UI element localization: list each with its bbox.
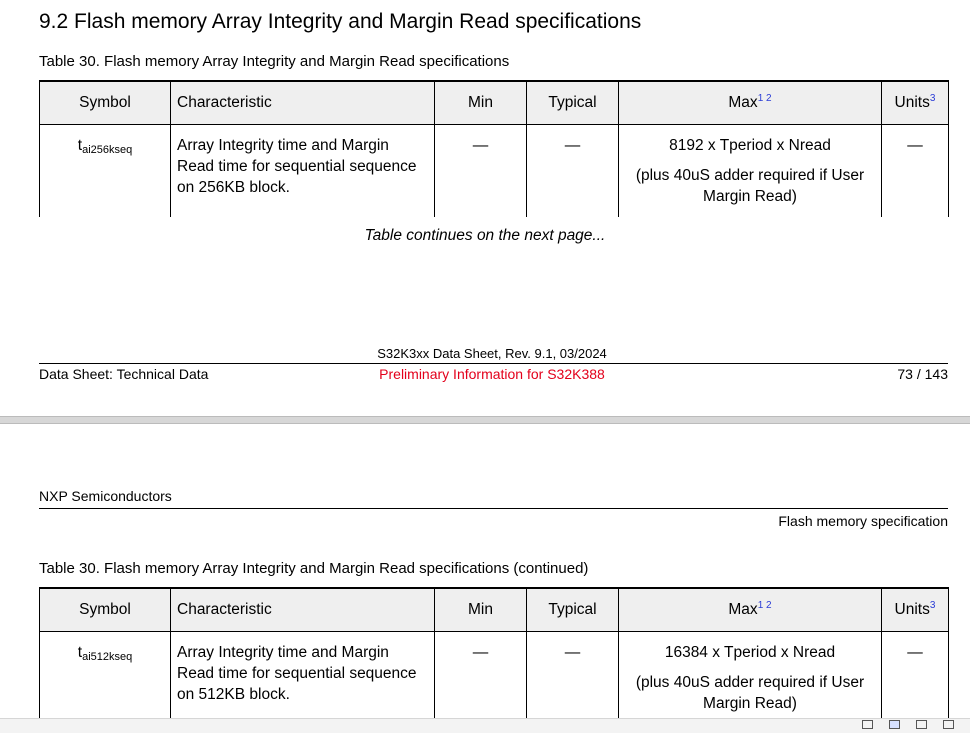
col-header-symbol: Symbol	[39, 80, 171, 125]
col-header-max: Max1 2	[618, 80, 882, 125]
cell-typical: —	[526, 631, 619, 724]
col-header-typical: Typical	[526, 587, 619, 632]
max-note: (plus 40uS adder required if User Margin…	[635, 167, 865, 205]
cell-characteristic: Array Integrity time and Margin Read tim…	[170, 124, 435, 217]
cell-units: —	[881, 631, 949, 724]
viewer-status-bar	[0, 718, 970, 733]
table-caption-continued: Table 30. Flash memory Array Integrity a…	[39, 560, 589, 577]
max-formula: 16384 x Tperiod x Nread	[664, 644, 836, 661]
cell-characteristic: Array Integrity time and Margin Read tim…	[170, 631, 435, 724]
cell-units: —	[881, 124, 949, 217]
table-header-row: Symbol Characteristic Min Typical Max1 2…	[39, 80, 949, 125]
max-footnote-link[interactable]: 1 2	[757, 93, 772, 105]
cell-max: 16384 x Tperiod x Nread (plus 40uS adder …	[618, 631, 882, 724]
footer-divider	[39, 363, 948, 364]
table-continues-note: Table continues on the next page...	[364, 227, 606, 244]
section-title: 9.2 Flash memory Array Integrity and Mar…	[39, 10, 642, 33]
page-separator	[0, 416, 970, 424]
cell-typical: —	[526, 124, 619, 217]
col-header-typical: Typical	[526, 80, 619, 125]
units-footnote-link[interactable]: 3	[929, 93, 936, 105]
units-footnote-link[interactable]: 3	[929, 600, 936, 612]
col-header-symbol: Symbol	[39, 587, 171, 632]
max-label: Max	[728, 601, 758, 619]
table-row: tai256kseq Array Integrity time and Marg…	[39, 124, 949, 217]
two-page-continuous-icon[interactable]	[943, 720, 954, 729]
col-header-min: Min	[434, 587, 527, 632]
header-company: NXP Semiconductors	[39, 488, 172, 504]
col-header-units: Units3	[881, 80, 949, 125]
symbol-subscript: ai256kseq	[82, 144, 133, 156]
col-header-max: Max1 2	[618, 587, 882, 632]
symbol-base: t	[77, 644, 83, 661]
cell-min: —	[434, 631, 527, 724]
table-caption: Table 30. Flash memory Array Integrity a…	[39, 53, 510, 70]
units-label: Units	[894, 601, 930, 619]
page-number: 73 / 143	[897, 366, 948, 382]
col-header-units: Units3	[881, 587, 949, 632]
table-row: tai512kseq Array Integrity time and Marg…	[39, 631, 949, 724]
spec-table: Symbol Characteristic Min Typical Max1 2…	[39, 80, 949, 217]
footer-doc-type: Data Sheet: Technical Data	[39, 366, 209, 382]
max-note: (plus 40uS adder required if User Margin…	[635, 674, 865, 712]
cell-symbol: tai512kseq	[39, 631, 171, 724]
spec-table-continued: Symbol Characteristic Min Typical Max1 2…	[39, 587, 949, 724]
symbol-subscript: ai512kseq	[82, 651, 133, 663]
col-header-characteristic: Characteristic	[170, 587, 435, 632]
header-section: Flash memory specification	[778, 513, 948, 529]
max-formula: 8192 x Tperiod x Nread	[669, 137, 831, 154]
two-page-icon[interactable]	[916, 720, 927, 729]
max-footnote-link[interactable]: 1 2	[757, 600, 772, 612]
cell-symbol: tai256kseq	[39, 124, 171, 217]
table-header-row: Symbol Characteristic Min Typical Max1 2…	[39, 587, 949, 632]
col-header-characteristic: Characteristic	[170, 80, 435, 125]
footer-doc-title: S32K3xx Data Sheet, Rev. 9.1, 03/2024	[377, 346, 607, 361]
continuous-page-icon[interactable]	[889, 720, 900, 729]
cell-min: —	[434, 124, 527, 217]
symbol-base: t	[77, 137, 83, 154]
max-label: Max	[728, 94, 758, 112]
cell-max: 8192 x Tperiod x Nread (plus 40uS adder r…	[618, 124, 882, 217]
single-page-icon[interactable]	[862, 720, 873, 729]
header-divider	[39, 508, 948, 509]
col-header-min: Min	[434, 80, 527, 125]
units-label: Units	[894, 94, 930, 112]
footer-preliminary-notice: Preliminary Information for S32K388	[379, 366, 605, 382]
